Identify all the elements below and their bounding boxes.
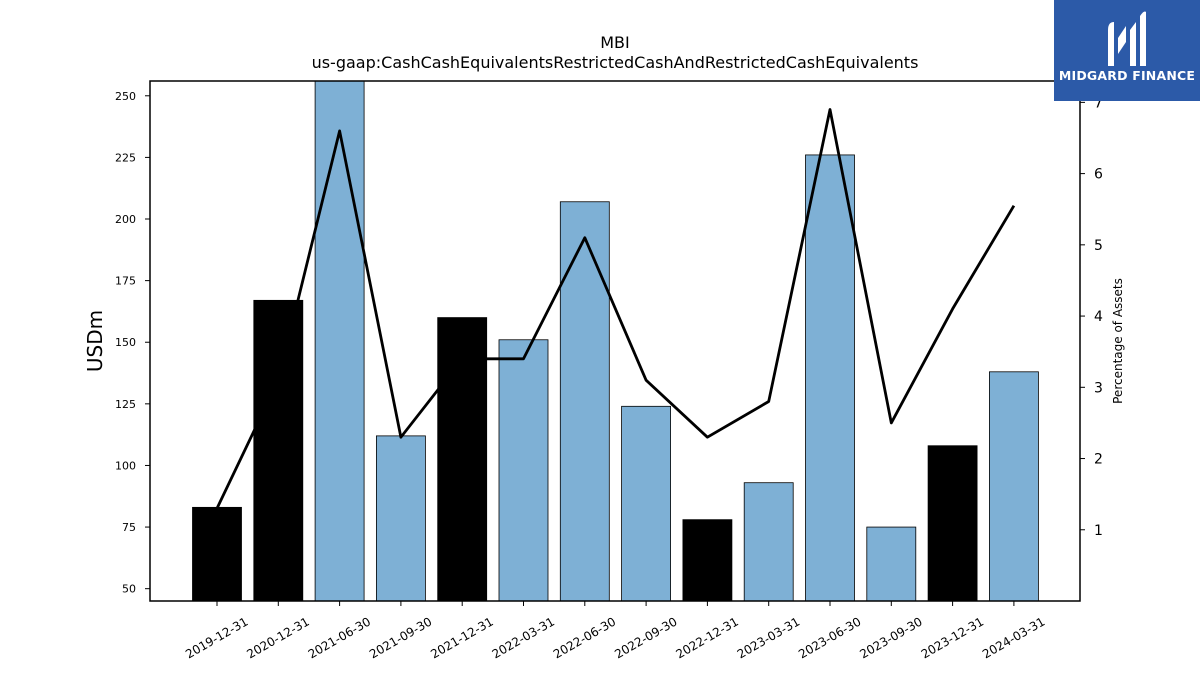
y-tick-label-100: 100 — [115, 459, 136, 472]
x-tick-label-2020-12-31: 2020-12-31 — [244, 614, 311, 661]
bar-2019-12-31 — [192, 506, 242, 601]
y2-tick-label-2: 2 — [1094, 452, 1103, 468]
left-axis: 50 75 100 125 150 175 200 225 250 — [115, 90, 150, 596]
y-tick-label-125: 125 — [115, 398, 136, 411]
bar-2020-12-31 — [253, 299, 304, 601]
x-tick-label-2023-09-30: 2023-09-30 — [857, 614, 924, 661]
y-tick-label-175: 175 — [115, 275, 136, 288]
bar-2022-09-30 — [621, 405, 671, 601]
y-tick-label-200: 200 — [115, 213, 136, 226]
y-tick-label-150: 150 — [115, 336, 136, 349]
x-tick-label-2019-12-31: 2019-12-31 — [183, 614, 250, 661]
line-layer — [215, 108, 1016, 510]
y2-tick-label-6: 6 — [1094, 167, 1103, 183]
y-tick-label-50: 50 — [122, 583, 136, 596]
right-axis: 1 2 3 4 5 6 7 — [1080, 95, 1103, 539]
bar-2023-12-31 — [927, 445, 978, 601]
bar-2021-06-30 — [314, 81, 365, 601]
y-tick-label-250: 250 — [115, 90, 136, 103]
y2-tick-label-7: 7 — [1094, 95, 1103, 111]
x-tick-label-2021-06-30: 2021-06-30 — [306, 614, 373, 661]
chart-title: MBI — [600, 33, 630, 52]
bar-2022-03-31 — [498, 339, 549, 601]
logo-text: MIDGARD FINANCE — [1058, 68, 1196, 83]
x-tick-label-2021-12-31: 2021-12-31 — [428, 614, 495, 661]
y2-tick-label-5: 5 — [1094, 238, 1103, 254]
y-axis-label: USDm — [83, 310, 107, 372]
y2-axis-label: Percentage of Assets — [1111, 278, 1125, 404]
x-tick-label-2023-06-30: 2023-06-30 — [796, 614, 863, 661]
x-tick-label-2023-12-31: 2023-12-31 — [919, 614, 986, 661]
bar-2021-09-30 — [375, 435, 426, 601]
y-tick-label-225: 225 — [115, 151, 136, 164]
y2-tick-label-4: 4 — [1094, 309, 1103, 325]
bar-2022-12-31 — [682, 519, 733, 601]
x-tick-label-2022-06-30: 2022-06-30 — [551, 614, 618, 661]
midgard-finance-logo: MIDGARD FINANCE — [1054, 0, 1200, 101]
x-tick-label-2021-09-30: 2021-09-30 — [367, 614, 434, 661]
x-tick-label-2023-03-31: 2023-03-31 — [735, 614, 802, 661]
x-tick-label-2024-03-31: 2024-03-31 — [980, 614, 1047, 661]
x-tick-label-2022-03-31: 2022-03-31 — [490, 614, 557, 661]
percentage-line — [215, 108, 1016, 510]
y2-tick-label-1: 1 — [1094, 523, 1103, 539]
bar-2023-09-30 — [866, 526, 917, 601]
x-axis: 2019-12-312020-12-312021-06-302021-09-30… — [183, 601, 1047, 661]
x-tick-label-2022-09-30: 2022-09-30 — [612, 614, 679, 661]
plot-frame — [149, 80, 1081, 602]
chart-subtitle: us-gaap:CashCashEquivalentsRestrictedCas… — [312, 53, 919, 72]
bar-2021-12-31 — [437, 317, 488, 601]
y2-tick-label-3: 3 — [1094, 380, 1103, 396]
bar-2022-06-30 — [559, 201, 610, 601]
x-tick-label-2022-12-31: 2022-12-31 — [673, 614, 740, 661]
logo-mark-icon — [1108, 11, 1146, 66]
bar-2023-06-30 — [805, 154, 855, 601]
y-tick-label-75: 75 — [122, 521, 136, 534]
bar-2023-03-31 — [743, 482, 794, 601]
bars-layer — [192, 81, 1039, 601]
bar-2024-03-31 — [989, 371, 1039, 601]
